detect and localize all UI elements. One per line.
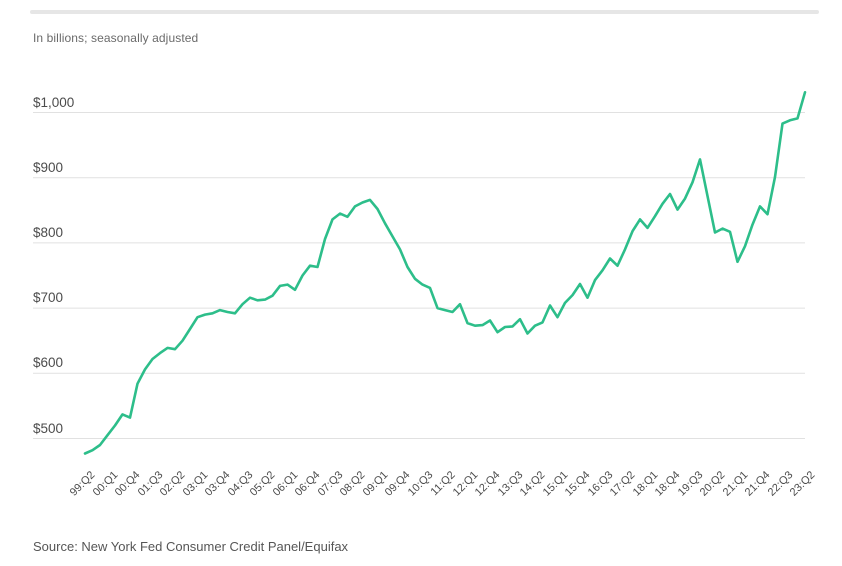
y-axis-label: $1,000 [33,94,75,110]
source-note: Source: New York Fed Consumer Credit Pan… [33,539,349,554]
y-axis-label: $600 [33,355,64,371]
y-axis-label: $700 [33,290,64,306]
trend-line [83,91,807,455]
chart-subtitle: In billions; seasonally adjusted [33,31,199,45]
y-axis-label: $900 [33,159,64,175]
top-divider [30,10,819,14]
y-axis-label: $800 [33,224,64,240]
y-axis-label: $500 [33,420,64,436]
